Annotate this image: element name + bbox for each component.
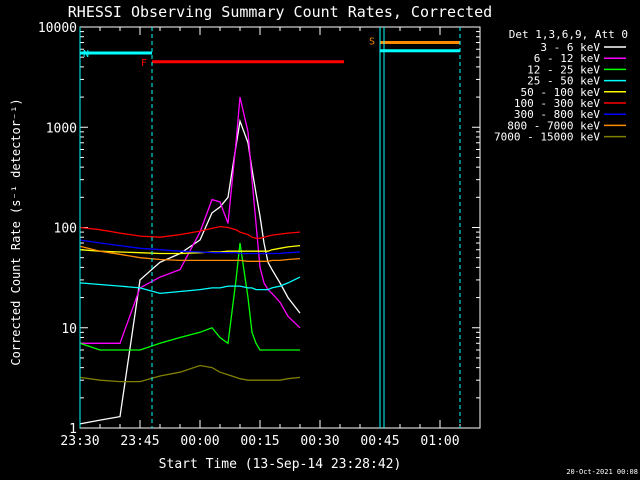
plot-border bbox=[79, 26, 481, 429]
legend-label-8: 7000 - 15000 keV bbox=[494, 131, 600, 144]
series-line-8 bbox=[79, 364, 301, 383]
series-line-5 bbox=[79, 225, 301, 239]
x-tick-label: 01:00 bbox=[420, 434, 459, 449]
legend-label-6: 300 - 800 keV bbox=[514, 108, 600, 121]
legend-label-0: 3 - 6 keV bbox=[540, 41, 600, 54]
y-tick-label: 100 bbox=[54, 222, 77, 237]
y-tick-label: 1 bbox=[69, 422, 77, 437]
y-tick-label: 10 bbox=[61, 322, 77, 337]
y-tick-label: 1000 bbox=[46, 121, 77, 136]
axis-ticks: 23:30 23:45 00:00 00:15 00:30 00:45 01:00 1 10 10… bbox=[38, 21, 481, 449]
series-line-0 bbox=[79, 118, 301, 425]
x-tick-label: 00:30 bbox=[300, 434, 339, 449]
x-tick-label: 00:15 bbox=[240, 434, 279, 449]
chart-title: RHESSI Observing Summary Count Rates, Co… bbox=[68, 3, 492, 21]
annotation-label-1: F bbox=[141, 58, 147, 69]
x-tick-label: 00:45 bbox=[360, 434, 399, 449]
plot-frame bbox=[79, 26, 481, 429]
series-line-4 bbox=[79, 244, 301, 255]
legend-title: Det 1,3,6,9, Att 0 bbox=[509, 28, 628, 41]
legend-label-4: 50 - 100 keV bbox=[521, 86, 601, 99]
series-line-6 bbox=[79, 239, 301, 255]
y-axis-label: Corrected Count Rate (s⁻¹ detector⁻¹) bbox=[9, 98, 23, 365]
legend-label-3: 25 - 50 keV bbox=[527, 75, 600, 88]
legend-label-1: 6 - 12 keV bbox=[534, 52, 601, 65]
legend-label-7: 800 - 7000 keV bbox=[507, 119, 600, 132]
timestamp: 20-Oct-2021 00:08 bbox=[566, 468, 638, 476]
annotation-label-0: N bbox=[83, 49, 89, 60]
series-line-2 bbox=[79, 242, 300, 351]
x-tick-label: 23:45 bbox=[120, 434, 159, 449]
x-tick-label: 00:00 bbox=[180, 434, 219, 449]
series-line-1 bbox=[80, 96, 301, 344]
x-tick-label: 23:30 bbox=[60, 434, 99, 449]
annotation-layer: N F S bbox=[79, 27, 461, 428]
x-axis-label: Start Time (13-Sep-14 23:28:42) bbox=[159, 457, 402, 472]
annotation-label-2: S bbox=[369, 37, 375, 48]
series-line-3 bbox=[79, 276, 301, 295]
y-tick-label: 10000 bbox=[38, 21, 77, 36]
series-layer bbox=[79, 96, 301, 425]
legend-label-2: 12 - 25 keV bbox=[527, 63, 600, 76]
series-line-7 bbox=[79, 245, 301, 262]
legend-label-5: 100 - 300 keV bbox=[514, 97, 600, 110]
